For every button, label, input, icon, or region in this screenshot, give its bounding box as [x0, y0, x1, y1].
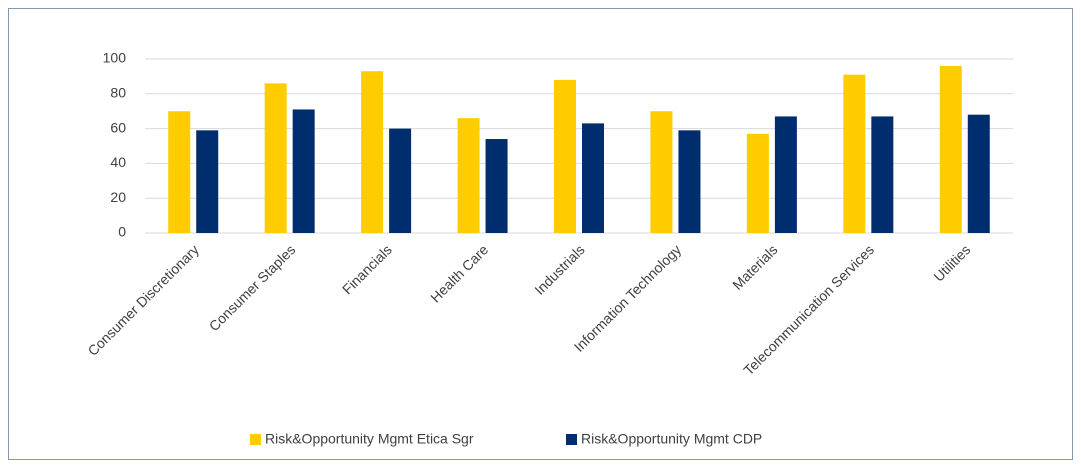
y-tick-label: 60	[110, 119, 126, 135]
y-tick-label: 0	[118, 224, 126, 240]
bar	[678, 130, 701, 233]
bar	[168, 111, 191, 233]
bar	[485, 139, 508, 233]
legend-swatch	[566, 434, 577, 445]
y-tick-label: 80	[110, 85, 126, 101]
bar	[582, 123, 604, 233]
legend-swatch	[250, 434, 261, 445]
y-tick-label: 100	[103, 50, 127, 66]
legend-label: Risk&Opportunity Mgmt CDP	[581, 431, 762, 447]
bar	[843, 74, 866, 233]
bar	[871, 116, 894, 233]
bar	[650, 111, 673, 233]
bar	[264, 83, 287, 233]
y-tick-label: 20	[110, 189, 126, 205]
y-tick-label: 40	[110, 154, 126, 170]
bar	[389, 128, 412, 233]
bar	[457, 118, 480, 233]
legend-label: Risk&Opportunity Mgmt Etica Sgr	[265, 431, 474, 447]
chart-border	[8, 8, 1073, 460]
bar	[939, 65, 962, 234]
bar	[774, 116, 797, 233]
bar	[196, 130, 219, 233]
bar	[292, 109, 315, 233]
bar	[967, 114, 990, 233]
bar	[554, 79, 576, 233]
bar	[361, 71, 384, 234]
bar	[746, 133, 769, 233]
